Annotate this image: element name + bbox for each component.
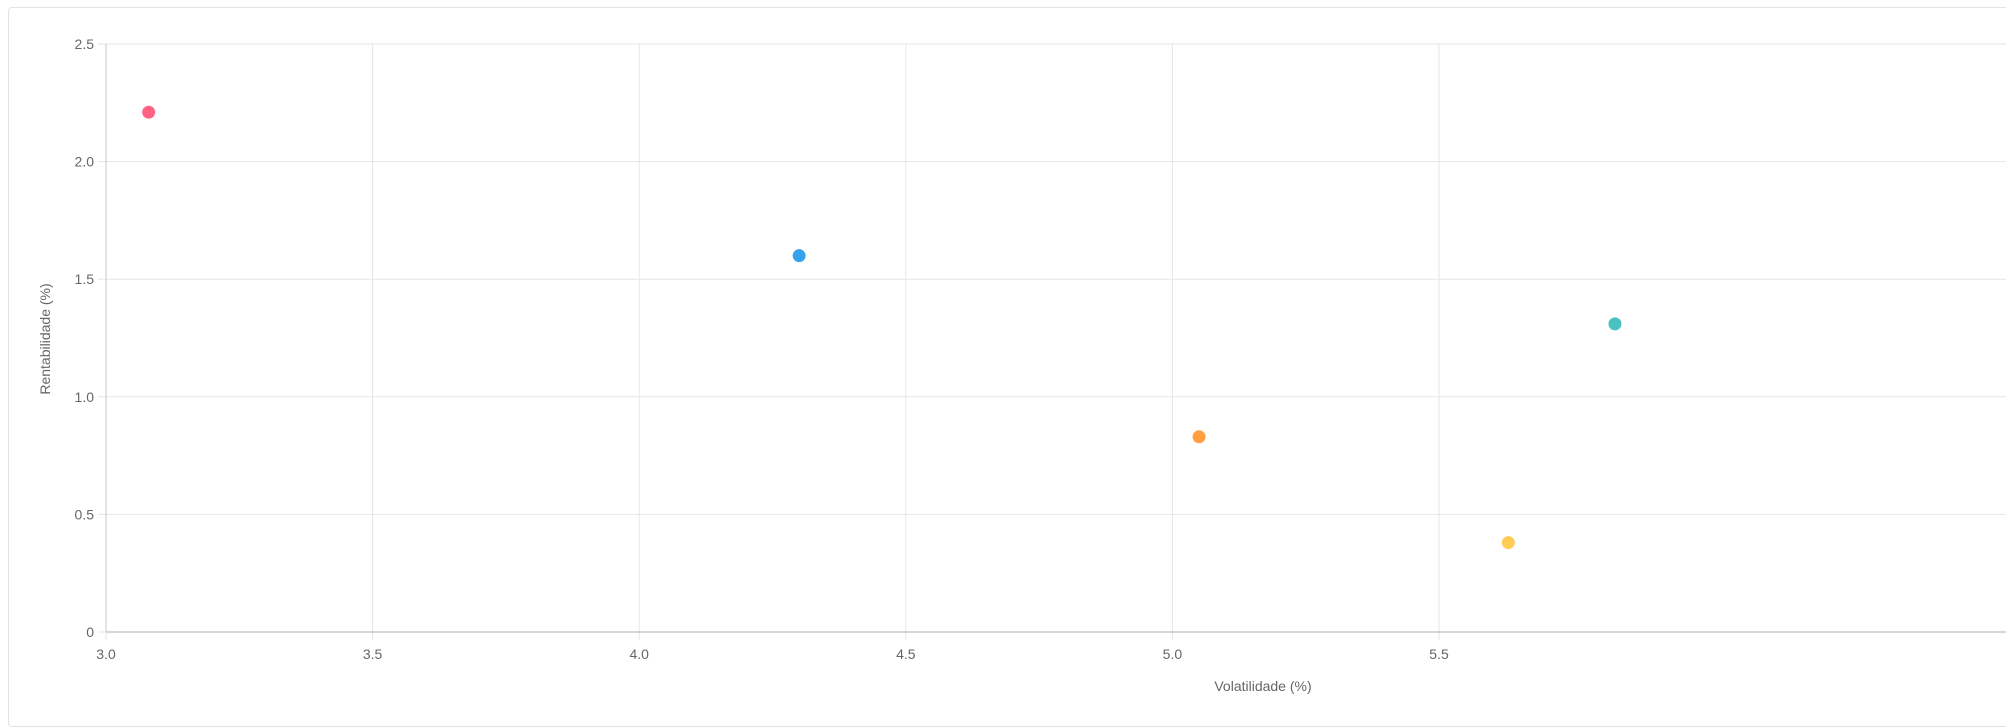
grid-lines <box>98 43 2006 640</box>
x-tick-label: 5.0 <box>1163 646 1183 662</box>
y-tick-label: 2.5 <box>75 36 95 52</box>
axes <box>105 44 2006 633</box>
y-tick-label: 0 <box>86 624 94 640</box>
y-tick-label: 1.0 <box>75 389 95 405</box>
x-axis-title: Volatilidade (%) <box>1214 678 1311 694</box>
scatter-point[interactable] <box>1608 317 1622 331</box>
scatter-point[interactable] <box>142 105 156 119</box>
scatter-chart: 0 0.5 1.0 1.5 2.0 2.5 3.0 3.5 4.0 4.5 5.0 5.5 Volat… <box>37 36 2006 694</box>
scatter-point[interactable] <box>792 249 806 263</box>
y-tick-label: 2.0 <box>75 154 95 170</box>
chart-card <box>8 7 2006 727</box>
x-tick-label: 3.0 <box>96 646 116 662</box>
y-tick-label: 1.5 <box>75 271 95 287</box>
data-points <box>142 105 1622 550</box>
scatter-point[interactable] <box>1192 430 1206 444</box>
x-tick-label: 5.5 <box>1429 646 1449 662</box>
scatter-point[interactable] <box>1501 536 1515 550</box>
y-axis-title: Rentabilidade (%) <box>37 283 53 394</box>
tick-labels: 0 0.5 1.0 1.5 2.0 2.5 3.0 3.5 4.0 4.5 5.0 5.5 <box>75 36 1449 662</box>
x-tick-label: 4.5 <box>896 646 916 662</box>
x-tick-label: 3.5 <box>363 646 383 662</box>
x-tick-label: 4.0 <box>629 646 649 662</box>
y-tick-label: 0.5 <box>75 506 95 522</box>
